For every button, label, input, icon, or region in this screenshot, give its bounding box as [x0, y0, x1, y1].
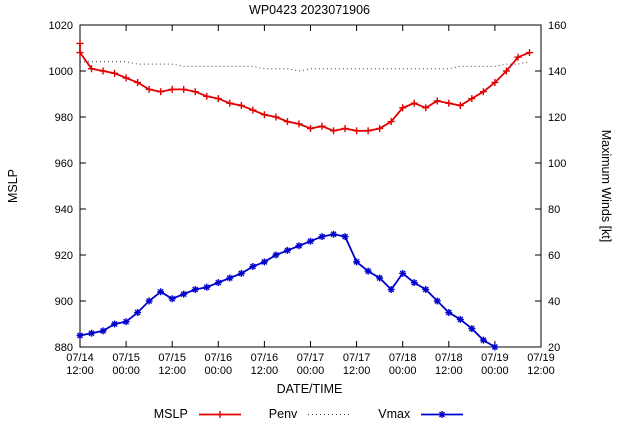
x-tick-label-date: 07/16 — [205, 352, 233, 364]
x-tick-label-time: 12:00 — [158, 365, 186, 377]
y-right-tick-label: 100 — [548, 158, 566, 170]
legend-sample-penv-line — [308, 413, 351, 415]
x-tick-label-date: 07/19 — [527, 352, 555, 364]
x-tick-label-time: 00:00 — [389, 365, 417, 377]
legend-label-penv: Penv — [268, 407, 298, 421]
y-right-tick-label: 80 — [548, 204, 560, 216]
y-left-tick-label: 960 — [55, 158, 73, 170]
x-tick-label-time: 00:00 — [297, 365, 325, 377]
x-tick-label-time: 00:00 — [481, 365, 509, 377]
y-right-tick-label: 40 — [548, 296, 560, 308]
legend-sample-stroke — [198, 410, 241, 418]
y-left-tick-label: 900 — [55, 296, 73, 308]
x-tick-label-time: 00:00 — [205, 365, 233, 377]
legend-sample-mslp-line — [198, 410, 241, 418]
x-tick-label-date: 07/16 — [251, 352, 279, 364]
legend-sample-marker — [438, 410, 446, 418]
legend-sample-marker — [216, 410, 224, 418]
x-tick-label-date: 07/18 — [435, 352, 463, 364]
y-left-tick-label: 1000 — [49, 66, 73, 78]
legend-item-vmax: Vmax — [378, 407, 465, 421]
series-penv — [80, 61, 530, 72]
y-left-tick-label: 920 — [55, 250, 73, 262]
chart-title: WP0423 2023071906 — [249, 3, 370, 17]
y-right-tick-label: 140 — [548, 66, 566, 78]
x-tick-label-date: 07/17 — [343, 352, 371, 364]
series-markers — [76, 230, 499, 351]
x-tick-label-time: 12:00 — [251, 365, 279, 377]
y-right-tick-label: 60 — [548, 250, 560, 262]
x-tick-label-time: 12:00 — [66, 365, 94, 377]
series-line — [80, 61, 530, 72]
x-tick-label-date: 07/14 — [66, 352, 94, 364]
x-tick-label-date: 07/17 — [297, 352, 325, 364]
x-tick-label-date: 07/15 — [158, 352, 186, 364]
series-line — [79, 43, 530, 132]
y-right-tick-label: 160 — [548, 20, 566, 32]
y-left-tick-label: 940 — [55, 204, 73, 216]
axis-ticks — [79, 24, 542, 348]
y-left-tick-label: 880 — [55, 342, 73, 354]
series-markers — [76, 39, 533, 135]
y-right-tick-label: 120 — [548, 112, 566, 124]
x-tick-label-time: 00:00 — [112, 365, 140, 377]
x-tick-label-date: 07/19 — [481, 352, 509, 364]
y-left-tick-label: 1020 — [49, 20, 73, 32]
y-right-tick-label: 20 — [548, 342, 560, 354]
x-tick-label-time: 12:00 — [435, 365, 463, 377]
x-tick-label-time: 12:00 — [343, 365, 371, 377]
x-tick-label-time: 12:00 — [527, 365, 555, 377]
x-tick-label-date: 07/15 — [112, 352, 140, 364]
series-vmax — [76, 230, 499, 351]
series-mslp — [76, 39, 533, 135]
axis-tick-labels: 880 900 920 940 960 980 1000 1020 20 40 60 80 100 120… — [49, 20, 567, 377]
y-left-tick-label: 980 — [55, 112, 73, 124]
legend-sample-stroke — [421, 410, 464, 418]
x-axis-label: DATE/TIME — [276, 382, 343, 396]
legend-label-vmax: Vmax — [378, 407, 411, 421]
legend-item-mslp: MSLP — [154, 407, 243, 421]
legend-item-penv: Penv — [269, 407, 353, 421]
legend-label-mslp: MSLP — [153, 407, 188, 421]
legend-sample-vmax-line — [421, 410, 464, 418]
x-tick-label-date: 07/18 — [389, 352, 417, 364]
legend: MSLP Penv Vmax — [0, 406, 619, 422]
